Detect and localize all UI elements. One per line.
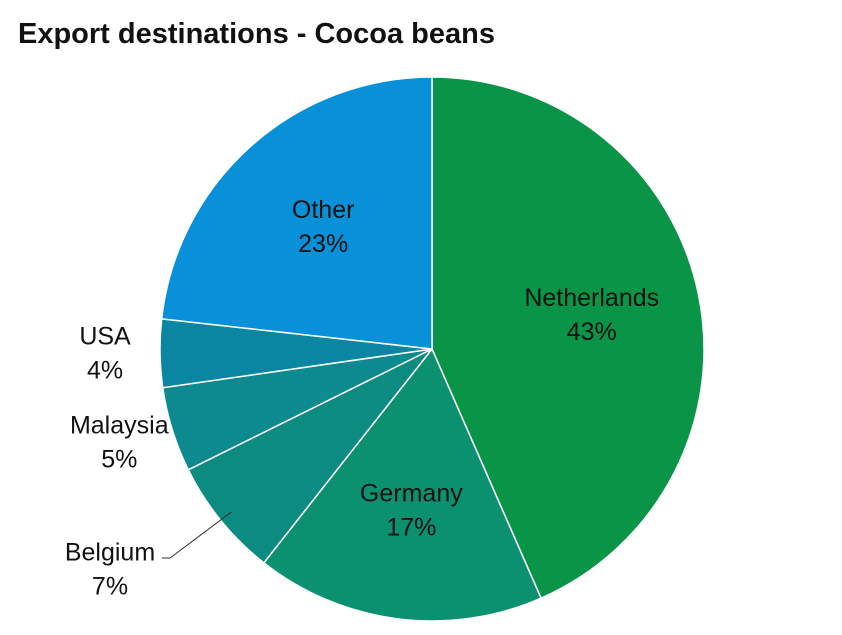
slice-label: Netherlands [524, 284, 659, 312]
pie-slice [187, 348, 433, 564]
slice-label: USA [79, 323, 131, 351]
pie-slice [262, 347, 543, 622]
leader-line [162, 511, 232, 559]
slice-label: Other [292, 196, 355, 224]
pie-slice [431, 76, 705, 600]
slice-value-label: 17% [386, 513, 436, 541]
slice-value-label: 43% [567, 318, 617, 346]
chart-title: Export destinations - Cocoa beans [18, 18, 495, 50]
slice-value-label: 7% [92, 573, 128, 601]
slice-label: Germany [360, 479, 463, 507]
pie-slice [160, 76, 433, 350]
slice-label: Belgium [65, 539, 155, 567]
slice-value-label: 4% [87, 357, 123, 385]
slice-value-label: 5% [101, 446, 137, 474]
slice-label: Malaysia [70, 412, 169, 440]
slice-value-label: 23% [298, 230, 348, 258]
